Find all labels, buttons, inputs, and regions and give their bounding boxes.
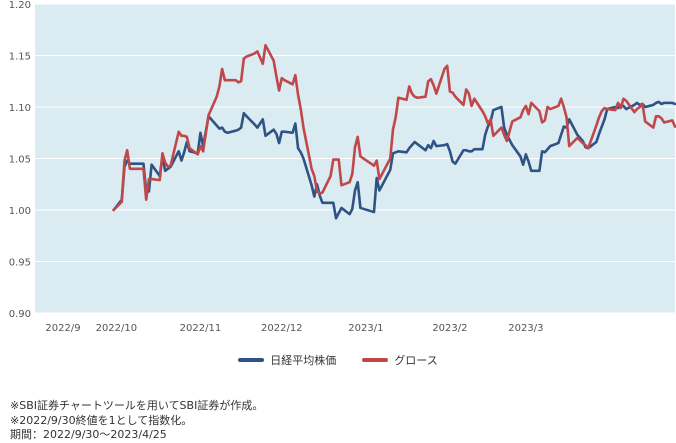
x-tick-label: 2023/2 [432,323,467,334]
legend-item-growth: グロース [362,352,438,368]
series-lines [112,43,676,220]
y-tick-label: 1.10 [9,103,31,114]
legend-swatch-nikkei [238,358,265,362]
legend-label-nikkei: 日経平均株価 [270,354,337,367]
footnote-source: ※SBI証券チャートツールを用いてSBI証券が作成。 [10,399,264,412]
y-axis-tick-labels: 0.90 0.95 1.00 1.05 1.10 1.15 1.20 [9,0,31,320]
x-axis-tick-labels: 2022/9 2022/10 2022/11 2022/12 2023/1 2023/2 2… [45,323,543,334]
footnote-period: 期間：2022/9/30～2023/4/25 [10,428,167,441]
legend: 日経平均株価 グロース [0,352,676,368]
y-tick-label: 0.95 [9,258,31,269]
line-chart: 0.900.951.001.051.101.151.20 2022/9 2022/… [9,0,676,334]
footnote-index-basis: ※2022/9/30終値を1として指数化。 [10,413,193,427]
x-tick-label: 2023/1 [348,323,383,334]
x-tick-label: 2023/3 [508,323,543,334]
x-tick-label: 2022/11 [180,323,222,334]
legend-item-nikkei: 日経平均株価 [238,352,336,368]
gridlines [35,3,675,314]
x-tick-label: 2022/10 [96,323,138,334]
x-tick-label: 2022/9 [45,323,80,334]
legend-swatch-growth [362,358,389,362]
series-line-growth [112,43,676,212]
footnotes: ※SBI証券チャートツールを用いてSBI証券が作成。 ※2022/9/30終値を… [10,399,263,443]
x-tick-label: 2022/12 [261,323,303,334]
y-tick-label: 1.00 [9,206,31,217]
y-tick-label: 1.15 [9,52,31,63]
y-tick-label: 1.05 [9,155,31,166]
legend-label-growth: グロース [394,354,438,367]
y-tick-label: 0.90 [9,309,31,320]
y-tick-label: 1.20 [9,0,31,11]
